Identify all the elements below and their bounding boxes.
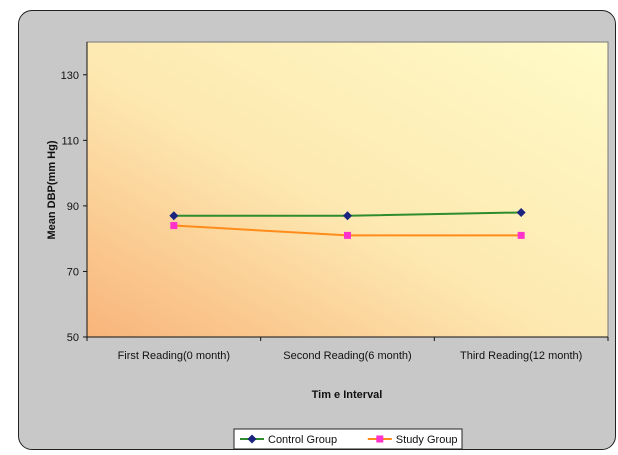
y-tick-label: 90	[67, 201, 79, 213]
study-group-point	[517, 231, 525, 239]
control-group-legend-label: Control Group	[268, 434, 337, 446]
study-group-point	[344, 231, 351, 239]
y-axis-title: Mean DBP(mm Hg)	[46, 140, 58, 239]
y-tick-label: 110	[61, 135, 79, 147]
study-group-legend-label: Study Group	[396, 434, 458, 446]
study-group-legend-marker	[376, 435, 384, 443]
y-tick-label: 50	[67, 332, 79, 344]
x-tick-label: Second Reading(6 month)	[283, 350, 411, 362]
y-tick-label: 130	[61, 70, 79, 82]
control-group-point	[516, 207, 526, 217]
series-layer	[169, 207, 526, 239]
x-tick-label: Third Reading(12 month)	[460, 350, 582, 362]
legend: Control Group Study Group	[233, 428, 463, 450]
legend-box	[233, 428, 463, 450]
x-axis-title: Tim e Interval	[312, 389, 383, 401]
axes	[83, 42, 609, 341]
control-group-legend-marker	[247, 434, 257, 444]
y-tick-labels: 50 70 90 110 130	[61, 70, 79, 344]
x-tick-label: First Reading(0 month)	[118, 350, 231, 362]
y-tick-label: 70	[67, 266, 79, 278]
x-tick-labels: First Reading(0 month) Second Reading(6 m…	[118, 350, 583, 362]
control-group-point	[343, 211, 352, 221]
plot-area	[86, 41, 609, 338]
control-group-point	[169, 211, 179, 221]
study-group-point	[170, 222, 178, 230]
